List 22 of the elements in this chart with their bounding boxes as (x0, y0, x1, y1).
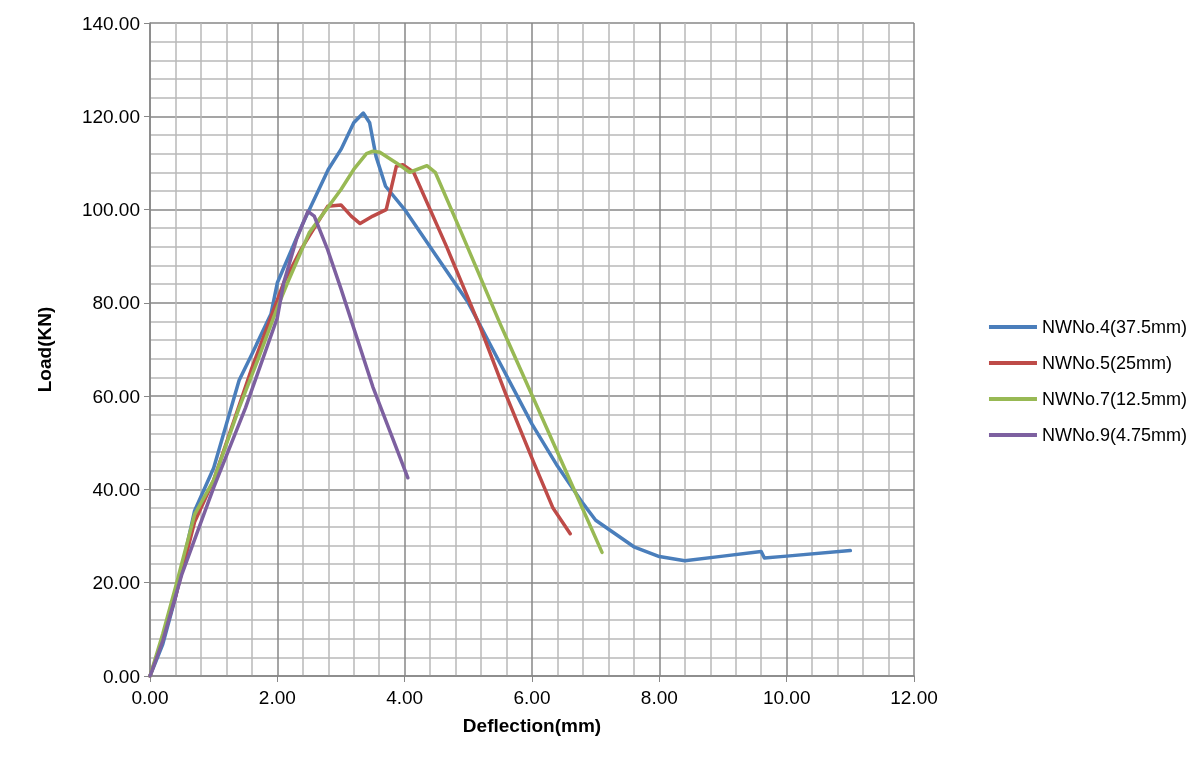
legend-label: NWNo.4(37.5mm) (1041, 317, 1188, 337)
y-tick-label: 20.00 (92, 572, 140, 594)
x-tick-label: 12.00 (890, 687, 938, 708)
y-tick-label: 80.00 (92, 292, 140, 314)
y-tick-label: 120.00 (81, 105, 140, 127)
x-tick-label: 4.00 (386, 687, 424, 708)
x-axis-title: Deflection(mm) (462, 715, 602, 736)
y-tick-label: 40.00 (92, 478, 140, 500)
line-series (148, 209, 410, 678)
legend-label: NWNo.9(4.75mm) (1041, 425, 1188, 445)
legend-label: NWNo.7(12.5mm) (1041, 389, 1188, 409)
x-tick-label: 8.00 (640, 687, 678, 708)
y-tick-label: 100.00 (81, 199, 140, 221)
x-tick-label: 10.00 (762, 687, 811, 708)
x-tick-label: 0.00 (131, 687, 169, 708)
x-tick-label: 2.00 (258, 687, 296, 708)
y-tick-label: 0.00 (103, 665, 140, 687)
y-tick-label: 140.00 (81, 12, 140, 34)
y-axis-title: Load(KN) (34, 306, 55, 393)
legend-label: NWNo.5(25mm) (1041, 353, 1172, 373)
y-tick-label: 60.00 (92, 385, 140, 407)
x-tick-label: 6.00 (513, 687, 551, 708)
